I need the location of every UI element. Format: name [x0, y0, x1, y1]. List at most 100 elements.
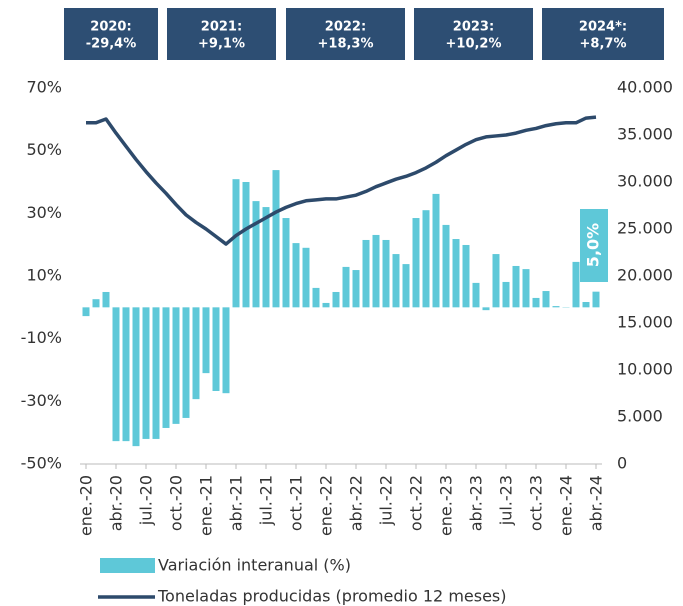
- y2-tick-label: 40.000: [617, 78, 673, 97]
- bar: [202, 307, 210, 374]
- bar: [352, 270, 360, 308]
- bar: [322, 302, 330, 308]
- bar: [222, 307, 230, 394]
- bar: [382, 239, 390, 308]
- x-tick-label: oct.-22: [407, 475, 426, 531]
- x-tick-label: abr.-22: [347, 475, 366, 531]
- x-tick-label: ene.-20: [77, 475, 96, 536]
- bar: [162, 307, 170, 428]
- bar: [442, 224, 450, 308]
- x-tick-label: ene.-24: [557, 475, 576, 536]
- value-label-box: [580, 209, 608, 282]
- bar: [212, 307, 220, 391]
- year-box-value: -29,4%: [86, 37, 137, 52]
- bar: [272, 170, 280, 308]
- year-box-label: 2020:: [90, 20, 131, 35]
- year-box-value: +8,7%: [580, 37, 627, 52]
- bar: [252, 201, 260, 308]
- bar: [432, 193, 440, 308]
- x-tick-label: jul.-23: [497, 475, 516, 526]
- bar: [312, 287, 320, 308]
- x-tick-label: ene.-23: [437, 475, 456, 536]
- year-box-label: 2022:: [325, 20, 366, 35]
- y2-tick-label: 25.000: [617, 219, 673, 238]
- bar: [592, 291, 600, 308]
- bar: [582, 302, 590, 308]
- x-tick-label: oct.-21: [287, 475, 306, 531]
- y2-tick-label: 20.000: [617, 266, 673, 285]
- bar: [552, 306, 560, 308]
- bar: [482, 307, 490, 311]
- y2-tick-label: 5.000: [617, 407, 663, 426]
- bar: [122, 307, 130, 442]
- year-box-label: 2021:: [201, 20, 242, 35]
- year-box-label: 2024*:: [579, 20, 627, 35]
- year-box: [167, 8, 276, 60]
- x-tick-label: jul.-22: [377, 475, 396, 526]
- y-tick-label: -30%: [21, 391, 62, 410]
- x-tick-label: oct.-23: [527, 475, 546, 531]
- bar: [102, 291, 110, 308]
- year-box-label: 2023:: [453, 20, 494, 35]
- bar: [92, 299, 100, 308]
- bar: [232, 179, 240, 308]
- year-box: [542, 8, 664, 60]
- x-tick-label: abr.-23: [467, 475, 486, 531]
- bar: [392, 254, 400, 308]
- bar: [192, 307, 200, 400]
- x-tick-label: ene.-22: [317, 475, 336, 536]
- x-tick-label: oct.-20: [167, 475, 186, 531]
- bar: [422, 210, 430, 308]
- bar: [402, 264, 410, 308]
- y2-tick-label: 35.000: [617, 125, 673, 144]
- bar: [172, 307, 180, 424]
- y-tick-label: 50%: [26, 140, 62, 159]
- y-tick-label: 10%: [26, 266, 62, 285]
- bar: [132, 307, 140, 447]
- year-box-value: +10,2%: [446, 37, 502, 52]
- legend-label: Variación interanual (%): [158, 556, 351, 575]
- y-tick-label: 30%: [26, 203, 62, 222]
- value-label: 5,0%: [584, 223, 603, 267]
- year-box-value: +18,3%: [318, 37, 374, 52]
- bar: [282, 218, 290, 308]
- legend-label: Toneladas producidas (promedio 12 meses): [157, 587, 507, 606]
- y2-tick-label: 0: [617, 454, 627, 473]
- bar: [262, 207, 270, 308]
- bar: [112, 307, 120, 442]
- y-tick-label: 70%: [26, 78, 62, 97]
- x-tick-label: jul.-20: [137, 475, 156, 526]
- x-tick-label: ene.-21: [197, 475, 216, 536]
- bar: [522, 269, 530, 308]
- bar: [332, 291, 340, 308]
- x-tick-label: abr.-21: [227, 475, 246, 531]
- bar: [302, 247, 310, 308]
- year-box: [414, 8, 533, 60]
- legend-swatch: [100, 558, 155, 573]
- x-tick-label: jul.-21: [257, 475, 276, 526]
- bar: [362, 239, 370, 308]
- y2-tick-label: 15.000: [617, 313, 673, 332]
- x-tick-label: abr.-20: [107, 475, 126, 531]
- y2-tick-label: 10.000: [617, 360, 673, 379]
- bar: [242, 182, 250, 308]
- bar: [492, 254, 500, 308]
- y2-tick-label: 30.000: [617, 172, 673, 191]
- bar: [532, 297, 540, 308]
- bar: [472, 282, 480, 308]
- x-tick-label: abr.-24: [587, 475, 606, 531]
- bar: [542, 291, 550, 308]
- bar: [572, 261, 580, 308]
- year-box: [64, 8, 158, 60]
- bar: [372, 234, 380, 308]
- bar: [142, 307, 150, 439]
- y-tick-label: -10%: [21, 328, 62, 347]
- bar: [452, 239, 460, 308]
- year-box-value: +9,1%: [198, 37, 245, 52]
- y-tick-label: -50%: [21, 454, 62, 473]
- bar: [342, 266, 350, 308]
- bar: [462, 244, 470, 308]
- bar: [82, 307, 90, 317]
- bar: [502, 281, 510, 308]
